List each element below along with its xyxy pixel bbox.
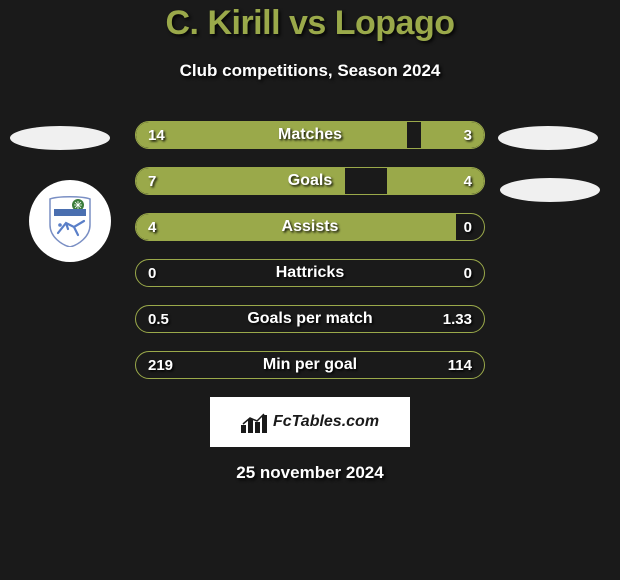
stat-row: 0Hattricks0 — [135, 259, 485, 287]
stat-row: 4Assists0 — [135, 213, 485, 241]
fctables-badge[interactable]: FcTables.com — [210, 397, 410, 447]
fctables-label: FcTables.com — [273, 413, 379, 431]
stat-row: 0.5Goals per match1.33 — [135, 305, 485, 333]
stat-row: 7Goals4 — [135, 167, 485, 195]
stat-value-right: 1.33 — [443, 306, 472, 332]
player-left-placeholder-icon — [10, 126, 110, 150]
stat-fill-left — [136, 122, 407, 148]
stat-fill-left — [136, 168, 345, 194]
player-right-placeholder-icon — [498, 126, 598, 150]
shield-icon — [48, 195, 92, 247]
fctables-icon — [241, 411, 267, 433]
stat-value-left: 219 — [148, 352, 173, 378]
stat-row: 219Min per goal114 — [135, 351, 485, 379]
stat-value-right: 0 — [464, 260, 472, 286]
date-label: 25 november 2024 — [236, 463, 383, 483]
stat-value-right: 0 — [464, 214, 472, 240]
stat-value-left: 0.5 — [148, 306, 169, 332]
stat-fill-right — [387, 168, 484, 194]
stat-value-right: 114 — [448, 352, 472, 378]
stat-fill-right — [421, 122, 484, 148]
club-left-badge — [29, 180, 111, 262]
stat-value-left: 0 — [148, 260, 156, 286]
stat-row: 14Matches3 — [135, 121, 485, 149]
stat-label: Hattricks — [136, 260, 484, 286]
stat-fill-left — [136, 214, 456, 240]
page-title: C. Kirill vs Lopago — [166, 4, 455, 43]
club-right-placeholder-icon — [500, 178, 600, 202]
stat-label: Min per goal — [136, 352, 484, 378]
subtitle: Club competitions, Season 2024 — [180, 61, 441, 81]
stat-label: Goals per match — [136, 306, 484, 332]
